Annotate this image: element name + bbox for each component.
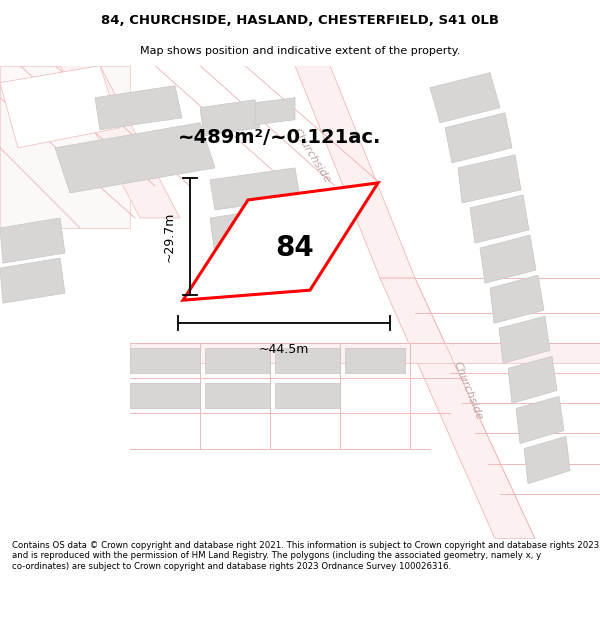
Text: Churchside: Churchside	[291, 127, 333, 185]
Text: Contains OS data © Crown copyright and database right 2021. This information is : Contains OS data © Crown copyright and d…	[12, 541, 599, 571]
Polygon shape	[130, 343, 600, 363]
Polygon shape	[210, 206, 294, 248]
Polygon shape	[499, 316, 550, 363]
Text: ~29.7m: ~29.7m	[163, 211, 176, 262]
Polygon shape	[345, 348, 405, 373]
Polygon shape	[508, 356, 557, 403]
Polygon shape	[95, 86, 182, 130]
Polygon shape	[480, 235, 536, 283]
Polygon shape	[0, 258, 65, 303]
Polygon shape	[445, 112, 512, 163]
Text: Map shows position and indicative extent of the property.: Map shows position and indicative extent…	[140, 46, 460, 56]
Polygon shape	[0, 218, 65, 263]
Text: 84, CHURCHSIDE, HASLAND, CHESTERFIELD, S41 0LB: 84, CHURCHSIDE, HASLAND, CHESTERFIELD, S…	[101, 14, 499, 28]
Text: ~489m²/~0.121ac.: ~489m²/~0.121ac.	[178, 128, 382, 148]
Polygon shape	[0, 66, 120, 148]
Polygon shape	[205, 348, 270, 373]
Polygon shape	[210, 168, 300, 210]
Polygon shape	[0, 66, 130, 228]
Text: ~44.5m: ~44.5m	[259, 343, 309, 356]
Polygon shape	[516, 396, 564, 444]
Polygon shape	[524, 436, 570, 484]
Polygon shape	[255, 98, 295, 125]
Polygon shape	[215, 245, 299, 286]
Polygon shape	[490, 275, 544, 323]
Polygon shape	[205, 383, 270, 409]
Polygon shape	[130, 383, 200, 409]
Polygon shape	[430, 72, 500, 122]
Polygon shape	[275, 383, 340, 409]
Polygon shape	[55, 122, 215, 193]
Polygon shape	[458, 155, 521, 203]
Polygon shape	[380, 278, 535, 539]
Polygon shape	[470, 195, 529, 243]
Text: Churchside: Churchside	[452, 359, 484, 421]
Polygon shape	[200, 100, 260, 136]
Polygon shape	[275, 348, 340, 373]
Text: 84: 84	[275, 234, 314, 262]
Polygon shape	[130, 348, 200, 373]
Polygon shape	[60, 66, 180, 218]
Polygon shape	[183, 183, 378, 300]
Polygon shape	[295, 66, 415, 278]
